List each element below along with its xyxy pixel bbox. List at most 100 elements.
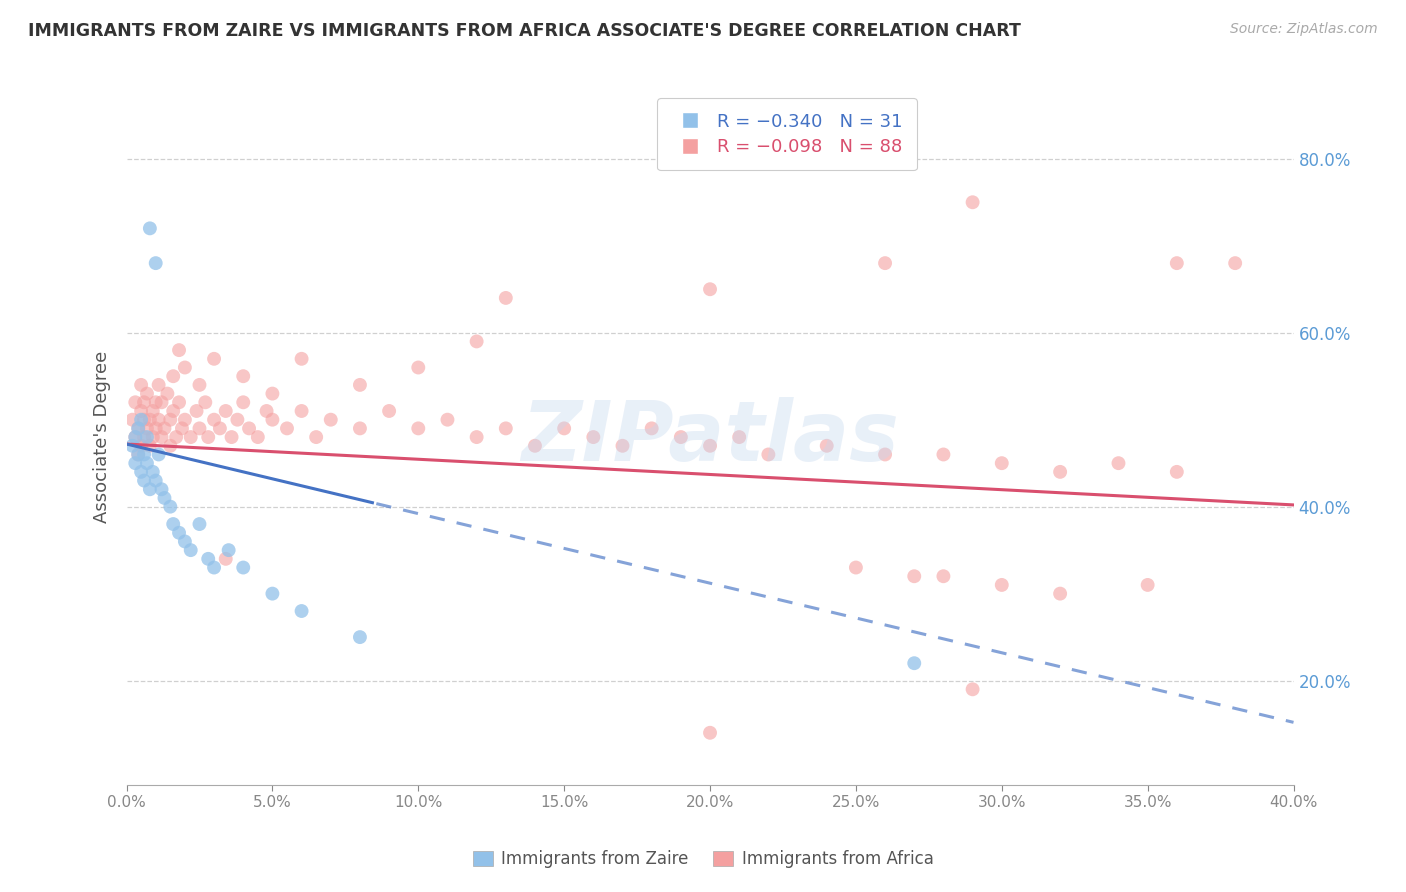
Text: Source: ZipAtlas.com: Source: ZipAtlas.com [1230,22,1378,37]
Text: IMMIGRANTS FROM ZAIRE VS IMMIGRANTS FROM AFRICA ASSOCIATE'S DEGREE CORRELATION C: IMMIGRANTS FROM ZAIRE VS IMMIGRANTS FROM… [28,22,1021,40]
Point [136,430,159,444]
Point [962,195,984,210]
Point [186,404,208,418]
Point [232,560,254,574]
Point [669,430,692,444]
Point [150,430,173,444]
Point [256,404,278,418]
Point [640,421,664,435]
Point [1166,465,1188,479]
Point [162,404,184,418]
Point [262,412,284,426]
Point [262,587,284,601]
Point [167,525,190,540]
Point [150,482,173,496]
Point [262,386,284,401]
Point [1049,465,1071,479]
Point [124,395,146,409]
Point [132,474,155,488]
Point [145,395,167,409]
Point [408,421,430,435]
Point [124,456,146,470]
Point [495,421,517,435]
Point [232,369,254,384]
Point [305,430,328,444]
Point [582,430,605,444]
Point [121,412,143,426]
Point [132,447,155,462]
Point [208,421,231,435]
Point [215,551,238,566]
Point [932,569,955,583]
Point [132,430,155,444]
Point [142,430,165,444]
Point [553,421,575,435]
Point [145,474,167,488]
Point [290,404,312,418]
Point [129,439,152,453]
Point [962,682,984,697]
Point [170,421,193,435]
Point [148,412,170,426]
Point [1223,256,1246,270]
Point [136,386,159,401]
Point [142,404,165,418]
Point [238,421,260,435]
Point [180,430,202,444]
Point [150,395,173,409]
Point [197,551,219,566]
Point [290,604,312,618]
Point [349,630,371,644]
Point [145,421,167,435]
Text: ZIPatlas: ZIPatlas [522,397,898,477]
Point [129,377,152,392]
Point [145,256,167,270]
Point [159,439,181,453]
Point [124,430,146,444]
Point [215,404,238,418]
Point [221,430,243,444]
Point [436,412,458,426]
Point [129,404,152,418]
Point [290,351,312,366]
Point [167,395,190,409]
Legend: Immigrants from Zaire, Immigrants from Africa: Immigrants from Zaire, Immigrants from A… [465,844,941,875]
Point [132,412,155,426]
Point [932,447,955,462]
Point [495,291,517,305]
Point [165,430,187,444]
Point [524,439,547,453]
Point [159,500,181,514]
Point [990,456,1012,470]
Point [903,657,925,671]
Point [276,421,298,435]
Point [174,534,197,549]
Point [139,412,162,426]
Point [139,482,162,496]
Point [148,447,170,462]
Point [756,447,779,462]
Point [612,439,634,453]
Point [174,412,197,426]
Point [188,377,211,392]
Point [815,439,838,453]
Point [990,578,1012,592]
Point [903,569,925,583]
Point [197,430,219,444]
Point [159,412,181,426]
Point [162,369,184,384]
Point [1049,587,1071,601]
Point [1136,578,1159,592]
Point [202,351,225,366]
Point [319,412,342,426]
Point [349,377,371,392]
Point [174,360,197,375]
Point [194,395,217,409]
Point [188,421,211,435]
Point [153,421,176,435]
Point [232,395,254,409]
Point [153,491,176,505]
Point [408,360,430,375]
Point [127,447,149,462]
Point [180,543,202,558]
